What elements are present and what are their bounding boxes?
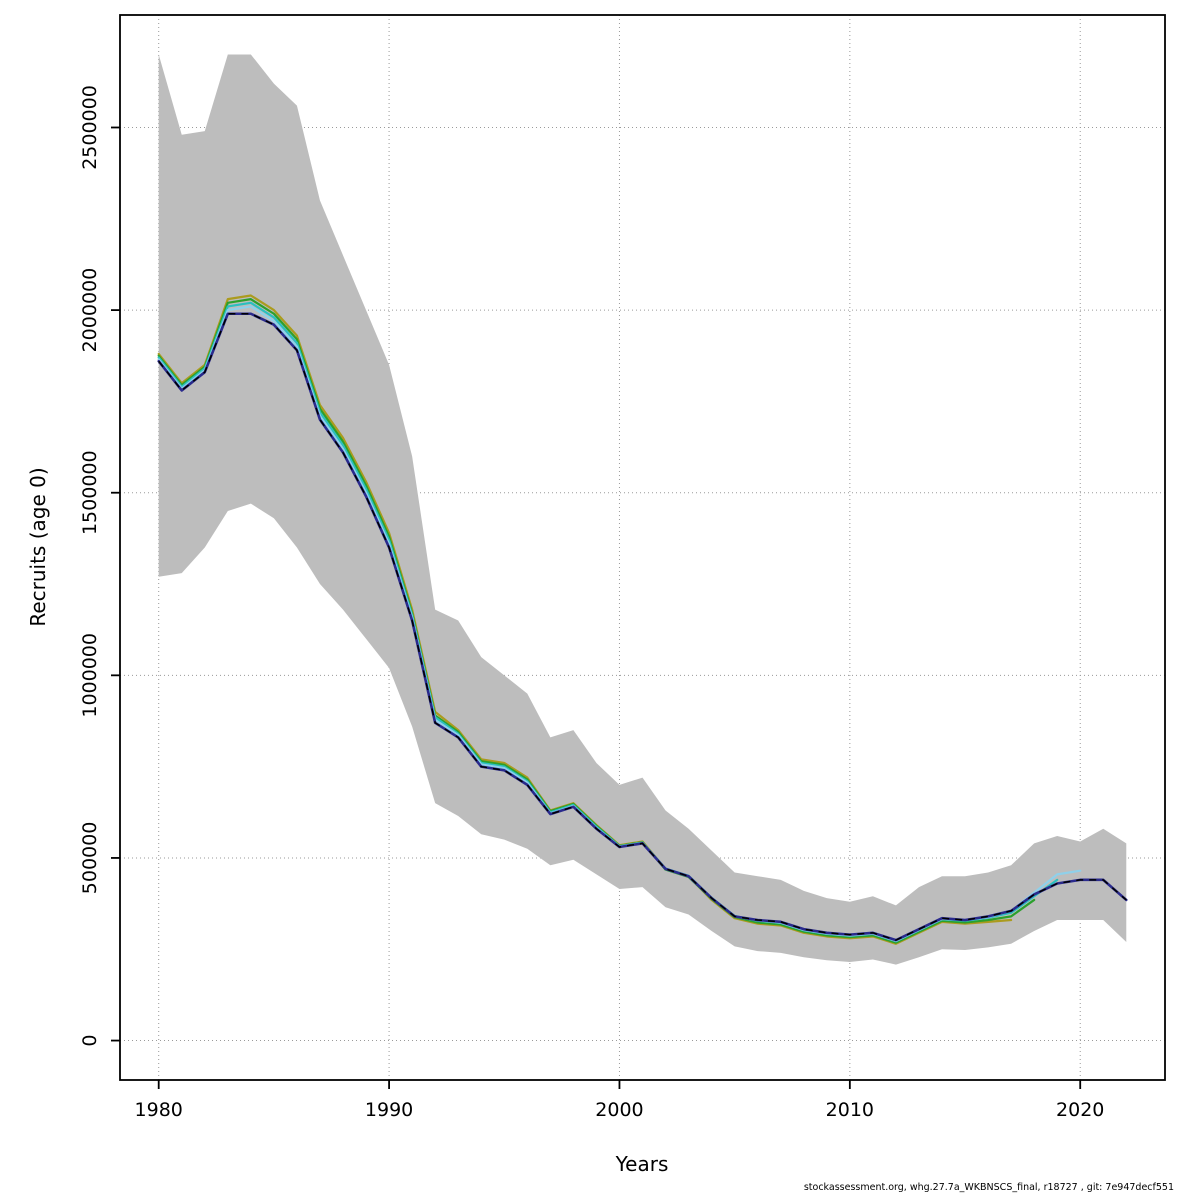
confidence-band (158, 54, 1127, 965)
y-axis-label: Recruits (age 0) (26, 467, 50, 627)
x-tick-label: 2010 (826, 1099, 874, 1121)
y-tick-label: 500000 (79, 822, 101, 895)
source-caption: stockassessment.org, whg.27.7a_WKBNSCS_f… (803, 1182, 1174, 1193)
x-tick-label: 2020 (1056, 1099, 1104, 1121)
y-tick-label: 1000000 (79, 633, 101, 718)
y-tick-label: 2000000 (79, 268, 101, 353)
y-tick-label: 0 (79, 1035, 101, 1047)
plot-border (119, 14, 1166, 1081)
x-tick-label: 2000 (595, 1099, 643, 1121)
x-tick-label: 1990 (365, 1099, 413, 1121)
x-tick-label: 1980 (135, 1099, 183, 1121)
y-tick-label: 1500000 (79, 450, 101, 535)
y-tick-label: 2500000 (79, 85, 101, 170)
x-axis-label: Years (615, 1152, 669, 1176)
series-final-run-2022-dashed-overlay (158, 313, 1127, 941)
